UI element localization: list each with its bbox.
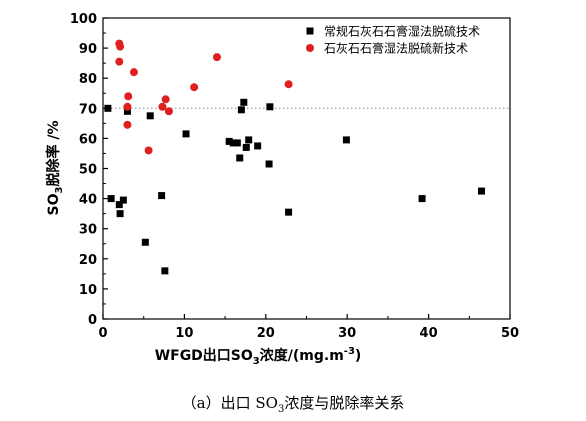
data-point-square xyxy=(245,136,253,144)
x-tick-label: 30 xyxy=(338,326,356,341)
data-point-square xyxy=(254,142,262,150)
x-tick-label: 10 xyxy=(175,326,193,341)
data-point-circle xyxy=(123,120,132,129)
data-point-square xyxy=(104,104,112,112)
x-tick-label: 50 xyxy=(501,326,519,341)
data-point-circle xyxy=(116,42,125,51)
data-point-square xyxy=(158,192,166,200)
data-point-square xyxy=(107,195,115,203)
y-tick-label: 50 xyxy=(79,163,97,178)
y-tick-label: 60 xyxy=(79,132,97,147)
data-point-square xyxy=(182,130,190,138)
x-tick-label: 20 xyxy=(257,326,275,341)
x-axis-ticks: 0 10 20 30 40 50 xyxy=(98,314,519,341)
data-points xyxy=(104,39,486,275)
x-tick-label: 0 xyxy=(98,326,107,341)
data-point-square xyxy=(146,112,154,120)
y-tick-label: 80 xyxy=(79,72,97,87)
y-tick-label: 0 xyxy=(88,313,97,328)
data-point-circle xyxy=(212,53,221,62)
y-tick-label: 20 xyxy=(79,253,97,268)
data-point-square xyxy=(265,160,273,168)
data-point-circle xyxy=(190,83,199,92)
data-point-circle xyxy=(115,57,124,66)
data-point-square xyxy=(233,139,241,147)
data-point-circle xyxy=(129,68,138,77)
y-tick-label: 40 xyxy=(79,193,97,208)
data-point-square xyxy=(266,103,274,111)
data-point-square xyxy=(116,210,124,218)
data-point-square xyxy=(225,137,233,145)
data-point-square xyxy=(236,154,244,162)
y-tick-label: 10 xyxy=(79,283,97,298)
data-point-circle xyxy=(158,102,167,111)
legend-marker-circle xyxy=(306,44,314,52)
data-point-square xyxy=(229,139,237,147)
data-point-circle xyxy=(124,92,133,101)
y-tick-label: 100 xyxy=(70,12,97,27)
data-point-circle xyxy=(123,102,132,111)
x-axis-title: WFGD出口SO3浓度/(mg.m-3) xyxy=(155,346,362,367)
y-axis-title: SO3脱除率 /% xyxy=(45,121,65,216)
figure-caption: （a）出口 SO3浓度与脱除率关系 xyxy=(181,394,405,415)
data-point-square xyxy=(342,136,350,144)
legend-label: 石灰石石膏湿法脱硫新技术 xyxy=(324,41,468,56)
y-tick-label: 30 xyxy=(79,223,97,238)
y-tick-label: 90 xyxy=(79,42,97,57)
data-point-square xyxy=(123,107,131,115)
data-point-square xyxy=(161,267,169,275)
data-point-square xyxy=(478,187,486,195)
legend-marker-square xyxy=(306,27,314,35)
data-point-square xyxy=(119,196,127,204)
y-tick-label: 70 xyxy=(79,102,97,117)
data-point-square xyxy=(237,106,245,114)
data-point-circle xyxy=(144,146,153,155)
data-point-square xyxy=(141,238,149,246)
legend-label: 常规石灰石石膏湿法脱硫技术 xyxy=(324,24,480,39)
x-tick-label: 40 xyxy=(420,326,438,341)
data-point-square xyxy=(240,98,248,106)
y-axis-ticks: 0 10 20 30 40 50 60 70 80 90 100 xyxy=(70,12,108,328)
data-point-circle xyxy=(161,95,170,104)
data-point-circle xyxy=(284,80,293,89)
data-point-square xyxy=(242,143,250,151)
data-point-square xyxy=(285,208,293,216)
data-point-square xyxy=(115,201,123,209)
data-point-circle xyxy=(164,107,173,116)
data-point-square xyxy=(418,195,426,203)
